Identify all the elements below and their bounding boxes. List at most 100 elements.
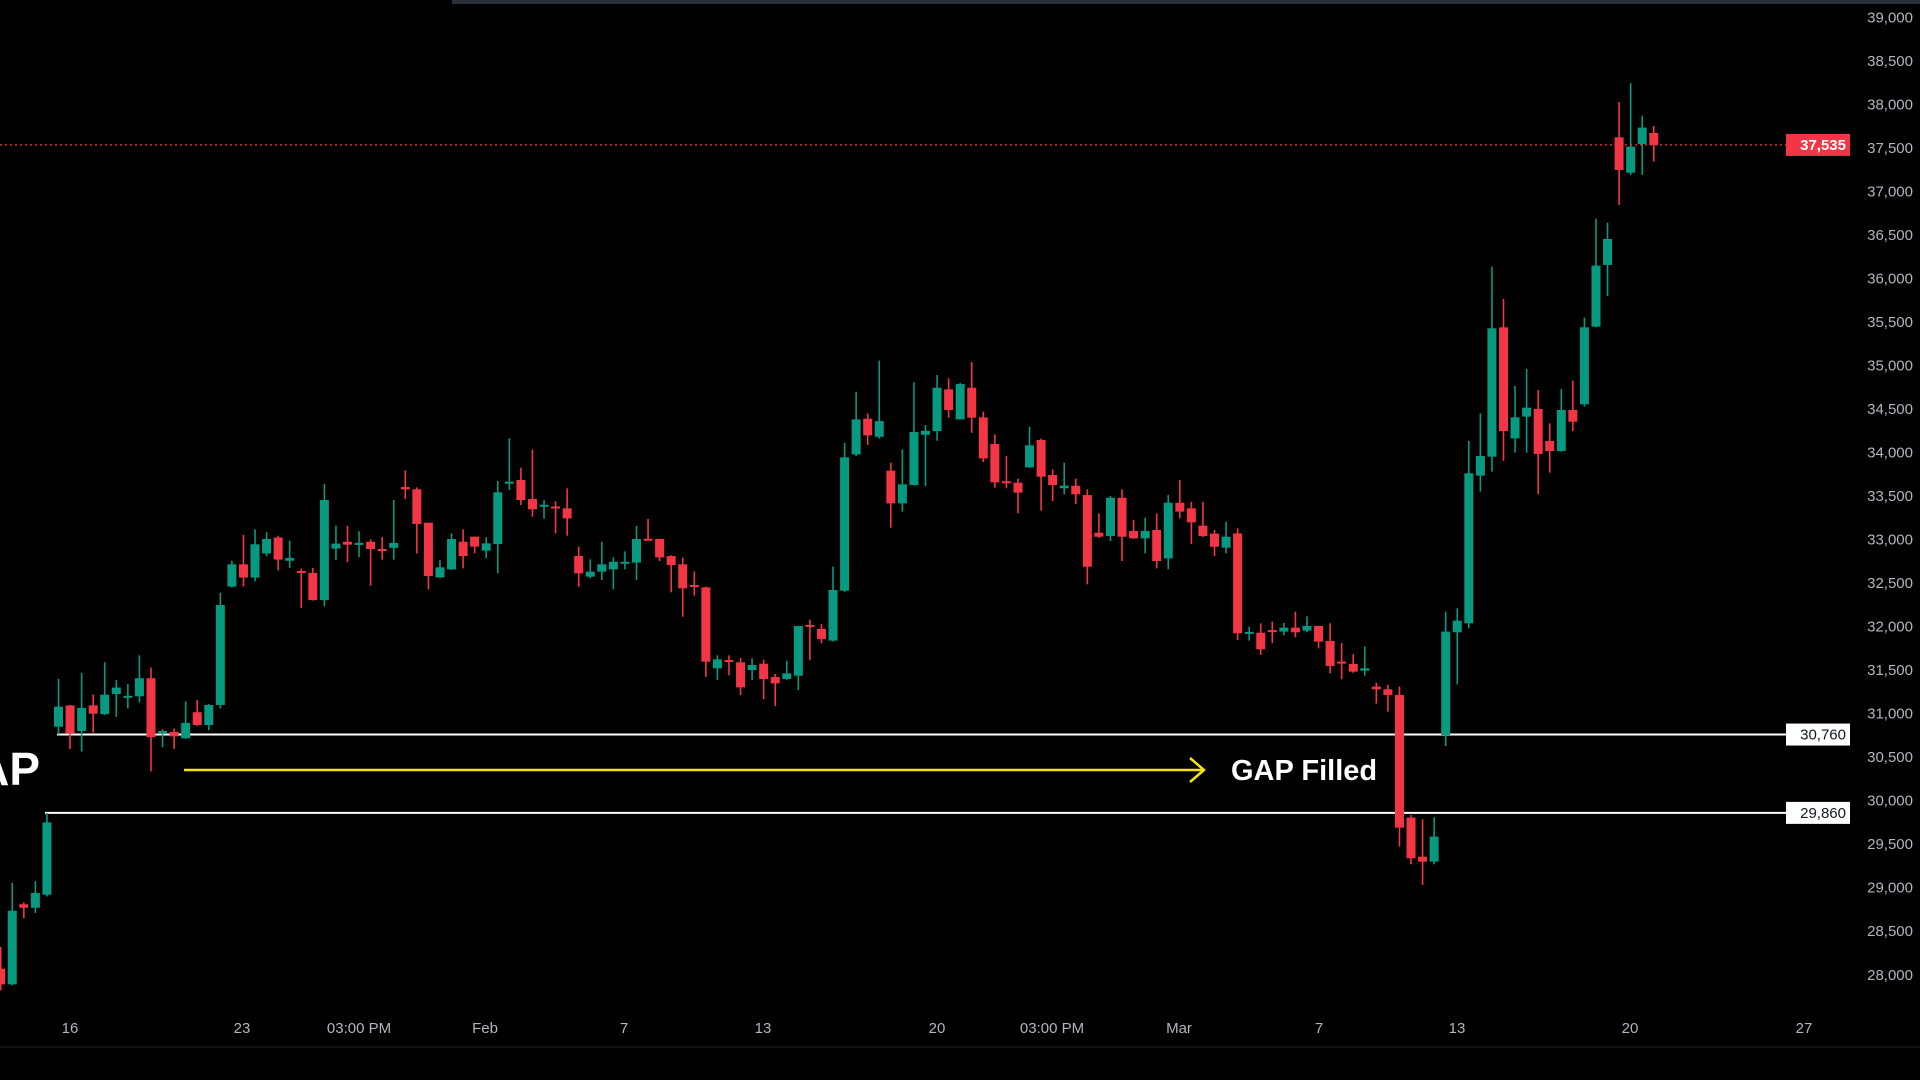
candle xyxy=(932,375,942,441)
candle-body xyxy=(1290,627,1300,633)
candle xyxy=(250,529,260,582)
candle-body xyxy=(1626,146,1636,173)
candle-body xyxy=(1117,497,1127,537)
price-tick-label: 32,500 xyxy=(1867,575,1913,592)
candle-body xyxy=(1464,473,1474,624)
candle-body xyxy=(1036,440,1046,477)
candle xyxy=(1152,513,1162,569)
price-axis[interactable]: 39,000 38,500 38,000 37,500 37,000 36,500 36,0… xyxy=(1867,9,1913,983)
candle xyxy=(816,624,826,644)
candle xyxy=(1371,682,1381,704)
price-tick-label: 29,500 xyxy=(1867,836,1913,853)
candle xyxy=(192,699,202,726)
gap-filled-arrow xyxy=(184,757,1206,783)
candle xyxy=(574,546,584,587)
candle-body xyxy=(1371,686,1381,690)
candle xyxy=(7,882,17,986)
candle xyxy=(805,619,815,661)
candle xyxy=(30,881,40,913)
candle xyxy=(400,470,410,499)
candle xyxy=(389,500,399,560)
candle xyxy=(1614,102,1624,205)
candle xyxy=(527,449,537,517)
candle-body xyxy=(1394,694,1404,828)
candle-body xyxy=(551,506,561,509)
candle-body xyxy=(967,387,977,418)
candle xyxy=(366,539,376,586)
candle-body xyxy=(169,731,179,737)
candle-body xyxy=(412,489,422,524)
candle xyxy=(516,467,526,506)
candle xyxy=(643,518,653,541)
candle-body xyxy=(620,561,630,564)
candle-body xyxy=(1071,485,1081,495)
candle xyxy=(354,531,364,558)
candle-body xyxy=(1198,525,1208,537)
candle xyxy=(308,567,318,601)
candle xyxy=(1394,686,1404,847)
candle-body xyxy=(204,704,214,725)
time-axis[interactable]: 16 23 03:00 PM Feb 7 13 20 03:00 PM Mar 7 13 20 27 xyxy=(62,1020,1813,1037)
candle xyxy=(562,488,572,536)
candle xyxy=(227,560,237,588)
candle xyxy=(181,701,191,739)
time-tick-label: Mar xyxy=(1166,1020,1192,1037)
level-price-badge xyxy=(1786,801,1850,824)
candle xyxy=(955,382,965,420)
gap-levels xyxy=(45,733,1786,814)
price-tick-label: 33,000 xyxy=(1867,532,1913,549)
candle-body xyxy=(285,557,295,561)
candle-body xyxy=(1140,531,1150,539)
candle-body xyxy=(1013,482,1023,493)
candle-body xyxy=(100,694,110,715)
candle-body xyxy=(1533,408,1543,454)
candle xyxy=(470,536,480,554)
candle xyxy=(0,946,6,991)
candle-body xyxy=(689,585,699,588)
candle-body xyxy=(181,722,191,739)
candle-body xyxy=(158,731,168,734)
candle-body xyxy=(1163,502,1173,559)
candle xyxy=(1129,520,1139,539)
candle-body xyxy=(377,548,387,551)
candle xyxy=(747,658,757,680)
price-tick-label: 37,000 xyxy=(1867,183,1913,200)
candle-body xyxy=(296,570,306,573)
candle xyxy=(1533,389,1543,495)
candle-body xyxy=(932,387,942,432)
candle xyxy=(1071,478,1081,505)
candle xyxy=(158,729,168,748)
candle-body xyxy=(944,389,954,411)
candle-body xyxy=(435,567,445,578)
time-tick-label: Feb xyxy=(472,1020,498,1037)
candle-body xyxy=(759,663,769,680)
candle xyxy=(736,657,746,696)
candle-body xyxy=(1637,127,1647,144)
candle xyxy=(1163,495,1173,570)
candle-body xyxy=(331,543,341,549)
candle xyxy=(1406,814,1416,865)
level-price-label: 30,760 xyxy=(1800,727,1846,744)
candle-body xyxy=(1244,631,1254,634)
candle-body xyxy=(1094,532,1104,537)
candle-body xyxy=(273,537,283,560)
candle xyxy=(608,557,618,590)
candle xyxy=(678,557,688,617)
candle xyxy=(689,571,699,596)
top-panel-edge xyxy=(452,0,1920,4)
time-tick-label: 20 xyxy=(1622,1020,1639,1037)
candle-body xyxy=(1105,497,1115,537)
candle xyxy=(701,586,711,677)
price-tick-label: 32,000 xyxy=(1867,619,1913,636)
candle-body xyxy=(724,659,734,662)
candle-body xyxy=(1314,625,1324,642)
candle-body xyxy=(1175,502,1185,512)
candle xyxy=(863,413,873,445)
candle xyxy=(123,684,133,709)
price-tick-label: 35,500 xyxy=(1867,314,1913,331)
price-tick-label: 28,000 xyxy=(1867,967,1913,984)
candle-body xyxy=(1082,495,1092,567)
candle-body xyxy=(146,678,156,738)
candle-body xyxy=(250,544,260,578)
